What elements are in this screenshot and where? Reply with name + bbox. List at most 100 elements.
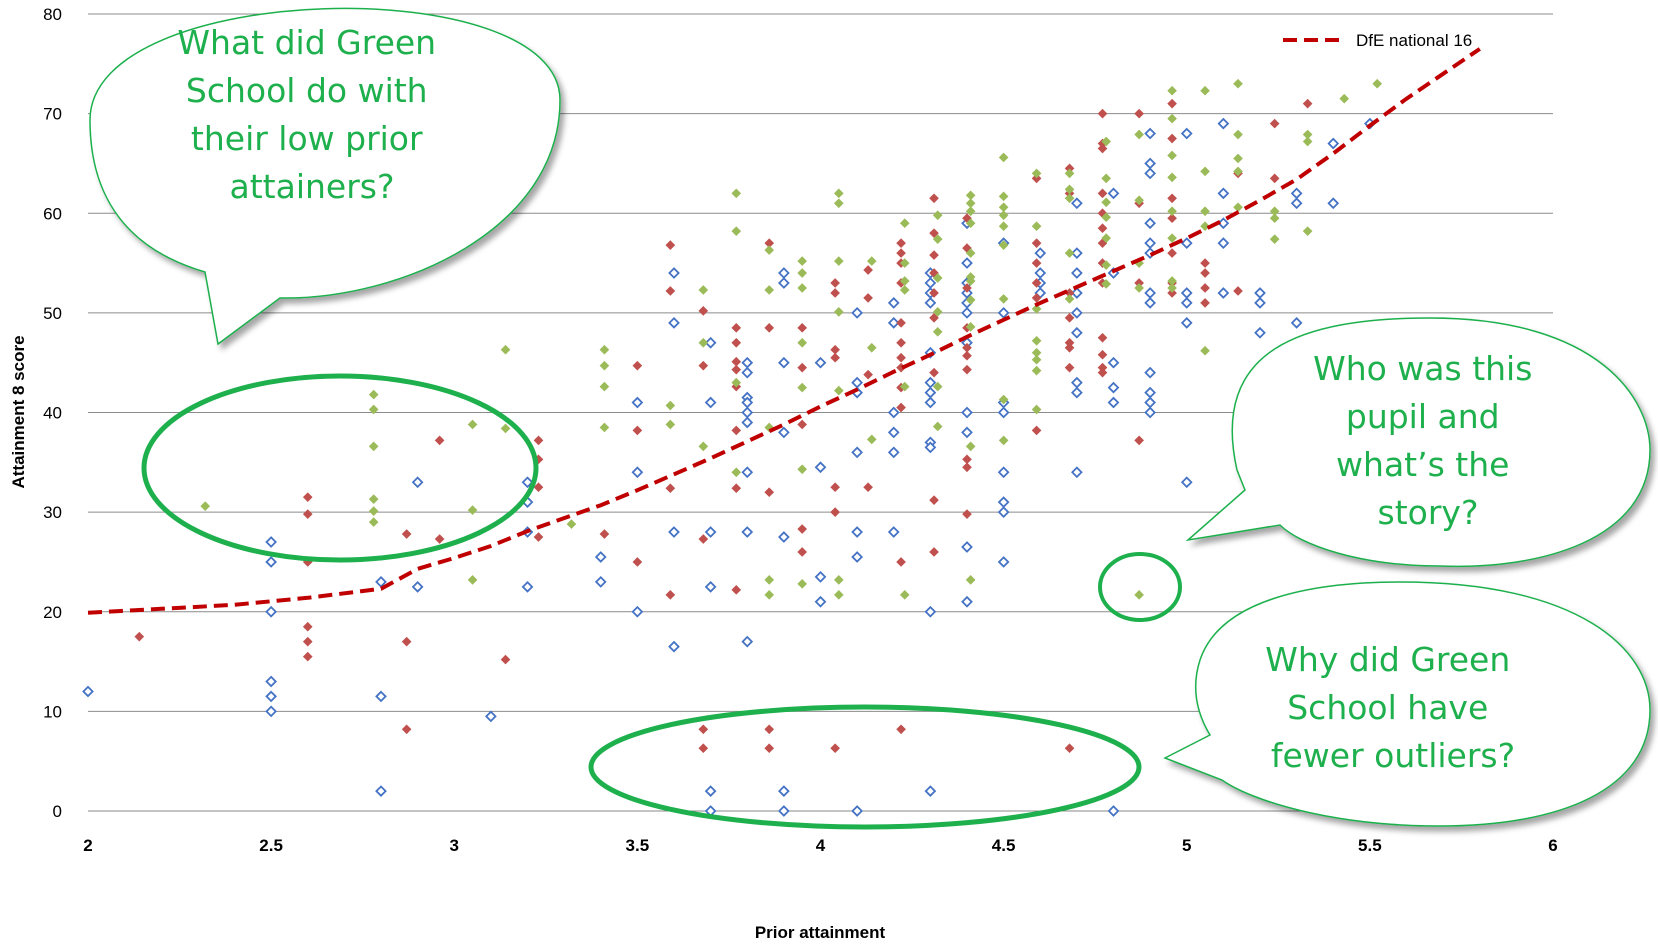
data-point — [631, 396, 644, 409]
data-point — [887, 426, 900, 439]
data-point — [929, 367, 939, 378]
data-point — [962, 350, 972, 361]
data-point — [965, 206, 976, 217]
data-point — [797, 268, 808, 278]
data-point — [961, 426, 973, 439]
data-point — [1144, 287, 1156, 299]
data-point — [962, 364, 972, 375]
data-point — [731, 364, 742, 375]
data-point — [924, 785, 937, 797]
data-point — [302, 651, 313, 662]
data-point — [1180, 237, 1193, 250]
data-point — [302, 509, 313, 519]
data-point — [375, 575, 387, 588]
data-point — [594, 551, 607, 563]
data-point — [704, 336, 717, 349]
data-point — [1071, 466, 1083, 479]
data-point — [797, 547, 808, 557]
data-point — [1064, 313, 1075, 323]
data-point — [961, 541, 973, 553]
data-point — [1254, 287, 1266, 299]
data-point — [1144, 237, 1156, 250]
data-point — [1217, 217, 1230, 230]
data-point — [1031, 354, 1042, 365]
data-point — [1031, 258, 1042, 268]
data-point — [1200, 206, 1210, 217]
data-point — [375, 690, 387, 703]
data-point — [741, 416, 754, 429]
data-point — [1071, 287, 1083, 299]
data-point — [1180, 476, 1193, 489]
data-point — [401, 529, 412, 539]
data-point — [566, 519, 577, 529]
data-point — [731, 585, 742, 595]
data-point — [1180, 316, 1193, 329]
data-point — [896, 337, 906, 348]
data-point — [778, 356, 790, 369]
data-point — [741, 526, 754, 538]
data-point — [1327, 197, 1340, 210]
data-point — [665, 589, 676, 600]
data-point — [866, 434, 877, 445]
data-point — [731, 356, 742, 367]
bubble-line: pupil and — [1346, 397, 1500, 436]
data-point — [797, 579, 808, 589]
data-point — [1290, 197, 1303, 210]
data-point — [1031, 425, 1042, 436]
data-point — [764, 422, 775, 433]
data-point — [302, 621, 313, 632]
data-point — [265, 556, 277, 568]
x-tick-label: 2.5 — [259, 836, 283, 855]
data-point — [998, 394, 1009, 405]
data-point — [485, 710, 497, 723]
data-point — [929, 228, 939, 238]
data-point — [961, 406, 973, 419]
data-point — [668, 526, 680, 538]
data-point — [851, 376, 863, 389]
data-point — [632, 425, 643, 436]
data-point — [899, 285, 910, 295]
data-point — [704, 526, 717, 538]
data-point — [887, 406, 900, 419]
bubble-line: fewer outliers? — [1271, 736, 1515, 775]
x-tick-label: 3.5 — [626, 836, 650, 855]
data-point — [698, 285, 709, 295]
data-point — [764, 322, 775, 333]
data-point — [998, 294, 1009, 304]
data-points — [82, 78, 1383, 817]
data-point — [1302, 98, 1313, 109]
data-point — [665, 419, 676, 430]
data-point — [741, 406, 754, 419]
data-point — [401, 636, 412, 647]
data-point — [1144, 297, 1156, 309]
data-point — [997, 466, 1010, 479]
data-point — [1031, 365, 1042, 376]
speech-bubble-outliers: Why did Green School have fewer outliers… — [1163, 581, 1651, 827]
data-point — [1167, 193, 1177, 204]
data-point — [521, 476, 534, 489]
data-point — [814, 356, 827, 369]
data-point — [998, 240, 1009, 250]
data-point — [1167, 85, 1177, 96]
data-point — [887, 526, 900, 538]
data-point — [778, 277, 790, 289]
data-point — [830, 743, 840, 754]
data-point — [704, 580, 717, 593]
y-tick-label: 30 — [43, 503, 62, 522]
data-point — [1071, 326, 1083, 339]
data-point — [778, 805, 790, 817]
data-point — [1031, 304, 1042, 314]
data-point — [1097, 143, 1108, 154]
data-point — [932, 307, 943, 317]
data-point — [1217, 187, 1230, 200]
data-point — [833, 307, 844, 317]
data-point — [851, 551, 863, 563]
data-point — [1269, 118, 1280, 129]
x-tick-label: 6 — [1548, 836, 1557, 855]
data-point — [830, 482, 840, 493]
data-point — [764, 743, 775, 754]
bubble-line: what’s the — [1336, 445, 1509, 484]
data-point — [899, 258, 910, 268]
data-point — [1134, 283, 1144, 293]
data-point — [1031, 173, 1042, 184]
